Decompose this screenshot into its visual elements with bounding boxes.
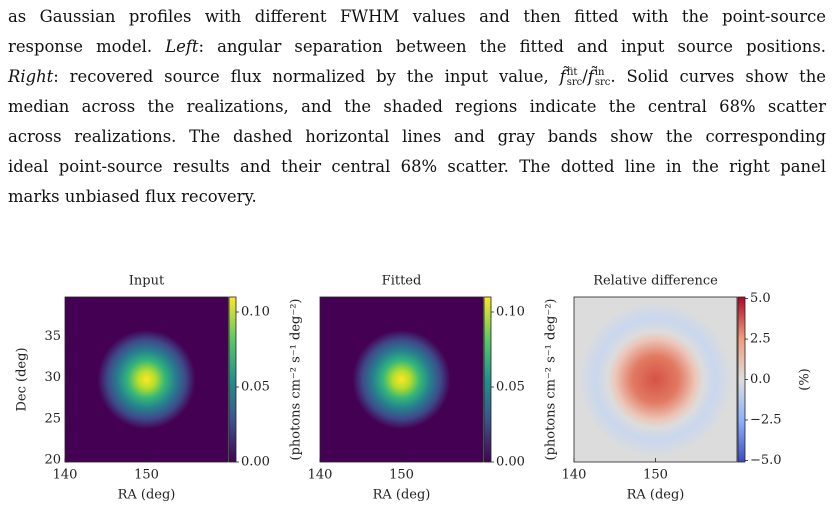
colorbar-tick-label: 2.5 (750, 332, 771, 347)
x-tick-label: 150 (389, 468, 414, 483)
y-axis-label: Dec (deg) (15, 347, 30, 411)
caption-line: response model. Left: angular separation… (8, 32, 826, 62)
caption-text: across realizations. The dashed horizont… (8, 127, 826, 146)
caption-text: Left (165, 37, 199, 56)
caption-line: marks unbiased flux recovery. (8, 182, 826, 212)
heatmap-image (574, 297, 737, 462)
caption-text: : recovered source flux normalized by th… (53, 67, 560, 86)
colorbar-tick-label: 0.0 (750, 372, 771, 387)
colorbar-tick-label: 0.05 (496, 380, 525, 395)
math-symbol: f̃ fit src (560, 62, 583, 92)
heatmap-image (320, 297, 483, 462)
caption-text: . Solid curves show the (610, 67, 826, 86)
x-axis-label: RA (deg) (627, 488, 685, 503)
colorbar (483, 296, 492, 463)
caption-text: ideal point-source results and their cen… (8, 157, 826, 176)
colorbar-tick-label: −5.0 (750, 453, 782, 468)
x-tick-label: 140 (562, 468, 587, 483)
math-sub: src (566, 76, 583, 88)
x-tick-label: 140 (308, 468, 333, 483)
colorbar-tick-label: 0.00 (496, 455, 525, 470)
caption-text: / (582, 67, 588, 86)
x-axis-label: RA (deg) (373, 488, 431, 503)
caption-line: median across the realizations, and the … (8, 92, 826, 122)
caption-text: response model. (8, 37, 166, 56)
y-tick-label: 25 (44, 411, 61, 426)
heatmap-image (65, 297, 228, 462)
caption-text: marks unbiased flux recovery. (8, 187, 257, 206)
y-tick-label: 35 (44, 329, 61, 344)
math-base: f̃ (587, 67, 594, 86)
colorbar-label: (photons cm⁻² s⁻¹ deg⁻²) (289, 299, 304, 461)
caption: as Gaussian profiles with different FWHM… (8, 2, 826, 212)
caption-text: as Gaussian profiles with different FWHM… (8, 7, 826, 26)
math-sub: src (594, 76, 611, 88)
x-tick-label: 150 (643, 468, 668, 483)
x-axis-label: RA (deg) (118, 488, 176, 503)
colorbar-label: (%) (798, 368, 813, 391)
colorbar-label: (photons cm⁻² s⁻¹ deg⁻²) (544, 299, 559, 461)
caption-line: Right: recovered source flux normalized … (8, 62, 826, 92)
math-sup: in (594, 66, 605, 78)
x-tick-label: 150 (134, 468, 159, 483)
panel-title: Input (129, 274, 165, 289)
caption-line: ideal point-source results and their cen… (8, 152, 826, 182)
x-tick-label: 140 (53, 468, 78, 483)
math-scripts: fit src (566, 66, 583, 88)
math-scripts: in src (594, 66, 611, 88)
caption-text: Right (8, 67, 54, 86)
colorbar (228, 296, 237, 463)
math-symbol: f̃ in src (588, 62, 611, 92)
caption-text: median across the realizations, and the … (8, 97, 826, 116)
colorbar-tick-label: 5.0 (750, 291, 771, 306)
caption-line: as Gaussian profiles with different FWHM… (8, 2, 826, 32)
y-tick-label: 30 (44, 370, 61, 385)
colorbar-tick-label: 0.00 (241, 455, 270, 470)
caption-line: across realizations. The dashed horizont… (8, 122, 826, 152)
colorbar-tick-label: 0.05 (241, 380, 270, 395)
caption-text: : angular separation between the fitted … (198, 37, 826, 56)
math-sup: fit (566, 66, 578, 78)
colorbar-tick-label: 0.10 (496, 305, 525, 320)
panel-title: Relative difference (593, 274, 718, 289)
panel-title: Fitted (382, 274, 422, 289)
colorbar (737, 296, 746, 463)
colorbar-tick-label: −2.5 (750, 412, 782, 427)
y-tick-label: 20 (44, 453, 61, 468)
colorbar-tick-label: 0.10 (241, 305, 270, 320)
math-base: f̃ (559, 67, 566, 86)
